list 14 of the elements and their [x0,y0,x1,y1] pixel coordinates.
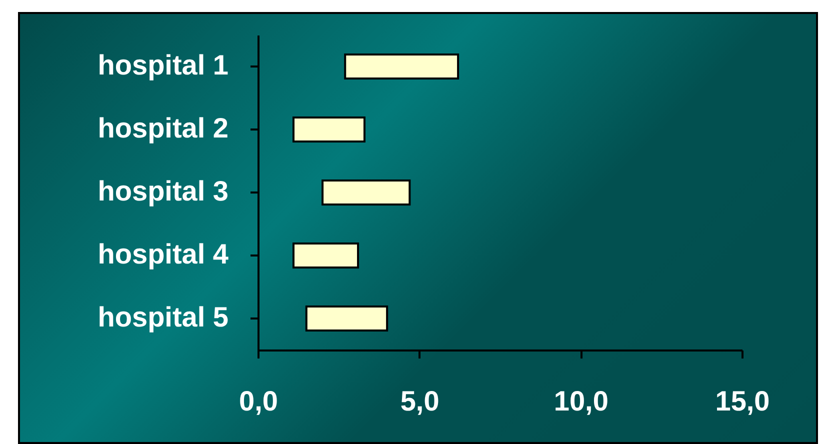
bar [344,54,460,80]
bar [292,242,360,268]
x-tick-label: 0,0 [239,386,278,416]
bar [305,306,388,332]
y-tick-label: hospital 2 [98,112,228,144]
bar [322,180,411,206]
y-tick-label: hospital 5 [98,302,228,332]
x-tick-label: 5,0 [400,386,440,416]
y-tick-label: hospital 4 [98,238,229,270]
y-tick-label: hospital 3 [98,176,228,206]
x-tick-label: 10,0 [554,386,608,416]
x-tick-label: 15,0 [715,386,770,416]
bar [292,116,366,142]
y-tick-label: hospital 1 [98,50,228,80]
